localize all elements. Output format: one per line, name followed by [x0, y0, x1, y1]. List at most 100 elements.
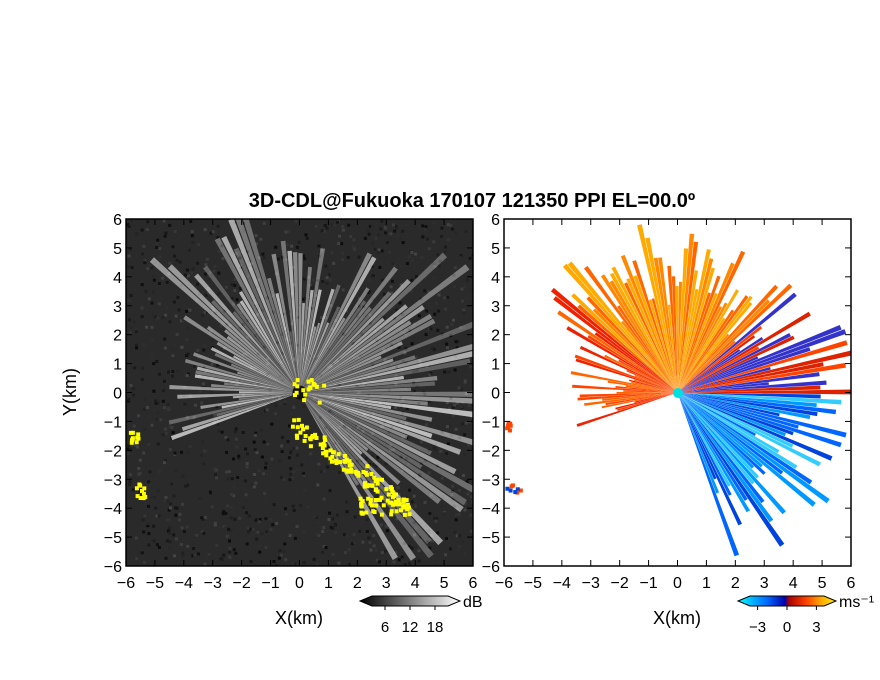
- highlight-cell: [295, 384, 300, 389]
- noise-cell: [427, 247, 431, 251]
- noise-cell: [388, 521, 392, 524]
- noise-cell: [372, 544, 376, 548]
- noise-cell: [235, 382, 239, 386]
- noise-cell: [240, 310, 244, 314]
- noise-cell: [226, 438, 230, 442]
- reflectivity-beam: [299, 279, 411, 393]
- velocity-cell: [507, 428, 512, 433]
- colorbar-tick-label: 6: [381, 619, 389, 636]
- noise-cell: [295, 343, 299, 347]
- highlight-cell: [302, 398, 307, 403]
- noise-cell: [316, 483, 320, 487]
- highlight-cell: [298, 430, 303, 435]
- reflectivity-beam: [299, 300, 367, 393]
- noise-cell: [316, 328, 320, 332]
- highlight-cell: [324, 449, 329, 454]
- noise-cell: [180, 502, 184, 506]
- velocity-beam: [677, 392, 821, 467]
- velocity-beam: [584, 265, 678, 393]
- noise-cell: [317, 547, 320, 550]
- noise-cell: [315, 563, 319, 566]
- noise-cell: [225, 470, 229, 474]
- noise-cell: [372, 462, 376, 466]
- noise-cell: [171, 431, 175, 435]
- noise-cell: [252, 485, 256, 489]
- noise-cell: [451, 414, 455, 418]
- noise-cell: [297, 351, 301, 355]
- velocity-beam: [677, 392, 837, 415]
- noise-cell: [284, 558, 288, 562]
- velocity-beam: [677, 392, 842, 448]
- reflectivity-beam: [211, 299, 300, 393]
- highlight-cell: [134, 440, 139, 445]
- noise-cell: [239, 263, 242, 267]
- noise-cell: [401, 241, 405, 245]
- velocity-beam: [677, 392, 750, 513]
- noise-cell: [155, 360, 159, 363]
- noise-cell: [396, 374, 400, 378]
- noise-cell: [342, 394, 345, 398]
- x-tick-label: 0: [295, 575, 304, 592]
- noise-cell: [277, 556, 281, 560]
- noise-cell: [433, 476, 437, 480]
- noise-cell: [194, 403, 197, 407]
- noise-cell: [412, 381, 416, 385]
- noise-cell: [132, 424, 136, 428]
- velocity-beam: [677, 392, 816, 507]
- noise-cell: [245, 452, 249, 456]
- noise-cell: [217, 356, 221, 360]
- noise-cell: [161, 399, 165, 403]
- x-tick-label: −4: [553, 575, 571, 592]
- reflectivity-beam: [216, 392, 300, 417]
- noise-cell: [176, 369, 180, 373]
- reflectivity-beam: [299, 291, 392, 393]
- noise-cell: [136, 445, 140, 449]
- noise-cell: [185, 525, 189, 529]
- noise-cell: [172, 300, 176, 304]
- noise-cell: [415, 384, 419, 388]
- y-tick-label: −3: [482, 472, 500, 489]
- noise-cell: [142, 451, 146, 455]
- velocity-cell: [505, 426, 510, 431]
- velocity-cell: [515, 487, 520, 492]
- noise-cell: [228, 539, 231, 543]
- noise-cell: [306, 505, 310, 509]
- noise-cell: [366, 442, 370, 446]
- noise-cell: [145, 228, 149, 231]
- noise-cell: [146, 522, 150, 526]
- noise-cell: [185, 374, 189, 377]
- highlight-cell: [359, 504, 364, 509]
- reflectivity-beam: [299, 392, 428, 406]
- velocity-beam: [677, 317, 726, 393]
- highlight-cell: [359, 501, 364, 506]
- noise-cell: [211, 230, 215, 234]
- reflectivity-beam: [299, 303, 305, 393]
- noise-cell: [280, 277, 284, 281]
- noise-cell: [127, 299, 131, 303]
- noise-cell: [394, 383, 398, 386]
- noise-cell: [263, 403, 267, 407]
- noise-cell: [202, 531, 206, 535]
- noise-cell: [133, 366, 137, 370]
- noise-cell: [163, 459, 167, 463]
- noise-cell: [223, 526, 227, 530]
- velocity-beam: [677, 306, 722, 393]
- noise-cell: [421, 224, 425, 228]
- noise-cell: [246, 250, 249, 254]
- noise-cell: [270, 422, 274, 426]
- reflectivity-beam: [287, 250, 300, 393]
- noise-cell: [342, 420, 346, 424]
- noise-cell: [352, 286, 356, 290]
- noise-cell: [198, 497, 202, 500]
- noise-cell: [242, 222, 246, 225]
- y-tick-label: 5: [113, 241, 122, 258]
- noise-cell: [134, 327, 138, 331]
- velocity-beam: [677, 392, 847, 438]
- noise-cell: [164, 495, 168, 499]
- noise-cell: [328, 278, 332, 282]
- x-tick-label: −1: [639, 575, 657, 592]
- noise-cell: [390, 343, 394, 347]
- noise-cell: [331, 517, 335, 521]
- noise-cell: [265, 530, 269, 534]
- noise-cell: [262, 472, 266, 476]
